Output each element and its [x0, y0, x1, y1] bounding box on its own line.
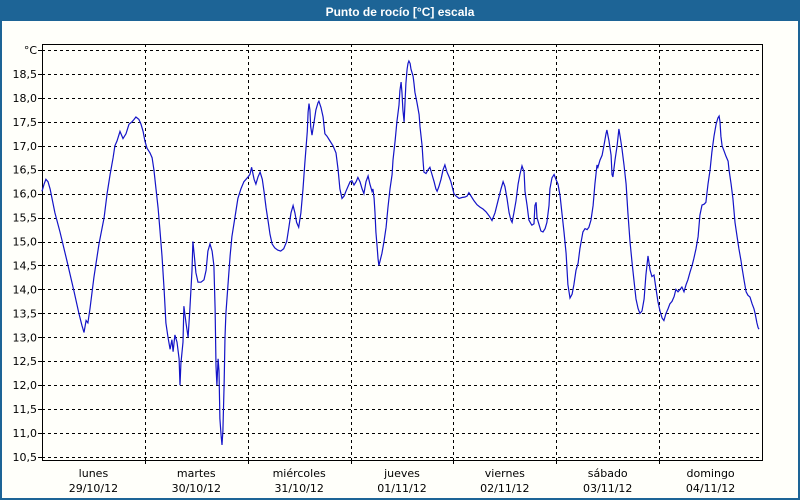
day-date-label: 01/11/12 [377, 482, 426, 495]
y-axis-labels: 18,5 18,0 17,5 17,0 16,5 16,0 15,5 15,0 14,5 14,0… [13, 44, 38, 464]
page-title: Punto de rocío [°C] escala [325, 4, 475, 19]
day-date-label: 04/11/12 [686, 482, 735, 495]
y-axis-unit-label: °C [24, 44, 38, 57]
svg-text:15,0: 15,0 [13, 236, 38, 249]
gridlines [42, 44, 762, 460]
svg-text:17,5: 17,5 [13, 116, 38, 129]
day-name-label: miércoles [273, 467, 326, 480]
day-name-label: viernes [485, 467, 525, 480]
day-name-label: martes [177, 467, 216, 480]
svg-text:18,0: 18,0 [13, 92, 38, 105]
svg-text:18,5: 18,5 [13, 68, 38, 81]
svg-text:16,5: 16,5 [13, 164, 38, 177]
svg-text:13,5: 13,5 [13, 307, 38, 320]
svg-text:14,0: 14,0 [13, 283, 38, 296]
svg-text:11,0: 11,0 [13, 427, 38, 440]
svg-text:16,0: 16,0 [13, 188, 38, 201]
day-date-label: 30/10/12 [172, 482, 221, 495]
dewpoint-series-line [41, 59, 760, 446]
day-date-label: 29/10/12 [69, 482, 118, 495]
chart-area: 18,5 18,0 17,5 17,0 16,5 16,0 15,5 15,0 14,5 14,0… [2, 21, 798, 498]
dewpoint-line-chart: 18,5 18,0 17,5 17,0 16,5 16,0 15,5 15,0 14,5 14,0… [13, 44, 763, 495]
day-name-label: sábado [588, 467, 628, 480]
svg-text:17,0: 17,0 [13, 140, 38, 153]
day-name-label: lunes [79, 467, 109, 480]
day-date-label: 03/11/12 [583, 482, 632, 495]
svg-text:12,5: 12,5 [13, 355, 38, 368]
day-date-label: 31/10/12 [274, 482, 323, 495]
x-axis-labels: lunes 29/10/12 martes 30/10/12 miércoles 31/1… [69, 467, 736, 495]
svg-text:11,5: 11,5 [13, 403, 38, 416]
title-bar: Punto de rocío [°C] escala [2, 2, 798, 21]
svg-text:12,0: 12,0 [13, 379, 38, 392]
svg-text:10,5: 10,5 [13, 451, 38, 464]
svg-text:15,5: 15,5 [13, 212, 38, 225]
axes-frame [38, 44, 763, 464]
day-date-label: 02/11/12 [480, 482, 529, 495]
day-name-label: domingo [686, 467, 734, 480]
svg-text:14,5: 14,5 [13, 259, 38, 272]
svg-text:13,0: 13,0 [13, 331, 38, 344]
day-name-label: jueves [383, 467, 420, 480]
